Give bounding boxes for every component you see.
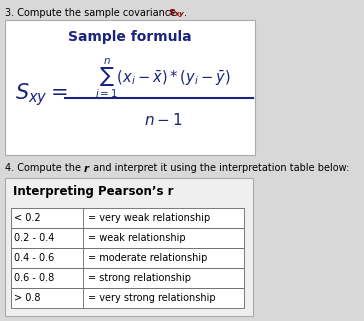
Text: Sample formula: Sample formula xyxy=(68,30,192,44)
Text: < 0.2: < 0.2 xyxy=(14,213,41,223)
FancyBboxPatch shape xyxy=(11,228,244,248)
Text: = strong relationship: = strong relationship xyxy=(88,273,191,283)
Text: = very weak relationship: = very weak relationship xyxy=(88,213,210,223)
Text: = moderate relationship: = moderate relationship xyxy=(88,253,207,263)
FancyBboxPatch shape xyxy=(5,178,253,316)
Text: Interpreting Pearson’s r: Interpreting Pearson’s r xyxy=(13,185,174,198)
Text: 0.2 - 0.4: 0.2 - 0.4 xyxy=(14,233,54,243)
Text: $\bfit{r}$: $\bfit{r}$ xyxy=(83,163,91,174)
Text: 4. Compute the: 4. Compute the xyxy=(5,163,84,173)
Text: 3. Compute the sample covariance: 3. Compute the sample covariance xyxy=(5,8,179,18)
FancyBboxPatch shape xyxy=(11,288,244,308)
Text: > 0.8: > 0.8 xyxy=(14,293,40,303)
Text: $\sum_{i=1}^{n}(x_i-\bar{x})*(y_i-\bar{y})$: $\sum_{i=1}^{n}(x_i-\bar{x})*(y_i-\bar{y… xyxy=(95,56,231,100)
Text: .: . xyxy=(184,8,187,18)
Text: 0.6 - 0.8: 0.6 - 0.8 xyxy=(14,273,54,283)
FancyBboxPatch shape xyxy=(5,20,255,155)
Text: $\bfit{s}_{xy}$: $\bfit{s}_{xy}$ xyxy=(168,8,186,21)
Text: = very strong relationship: = very strong relationship xyxy=(88,293,215,303)
Text: and interpret it using the interpretation table below:: and interpret it using the interpretatio… xyxy=(90,163,349,173)
Text: 0.4 - 0.6: 0.4 - 0.6 xyxy=(14,253,54,263)
FancyBboxPatch shape xyxy=(11,208,244,228)
FancyBboxPatch shape xyxy=(11,248,244,268)
Text: $n-1$: $n-1$ xyxy=(144,112,182,128)
Text: = weak relationship: = weak relationship xyxy=(88,233,186,243)
FancyBboxPatch shape xyxy=(11,268,244,288)
Text: $S_{xy}=$: $S_{xy}=$ xyxy=(15,82,68,108)
